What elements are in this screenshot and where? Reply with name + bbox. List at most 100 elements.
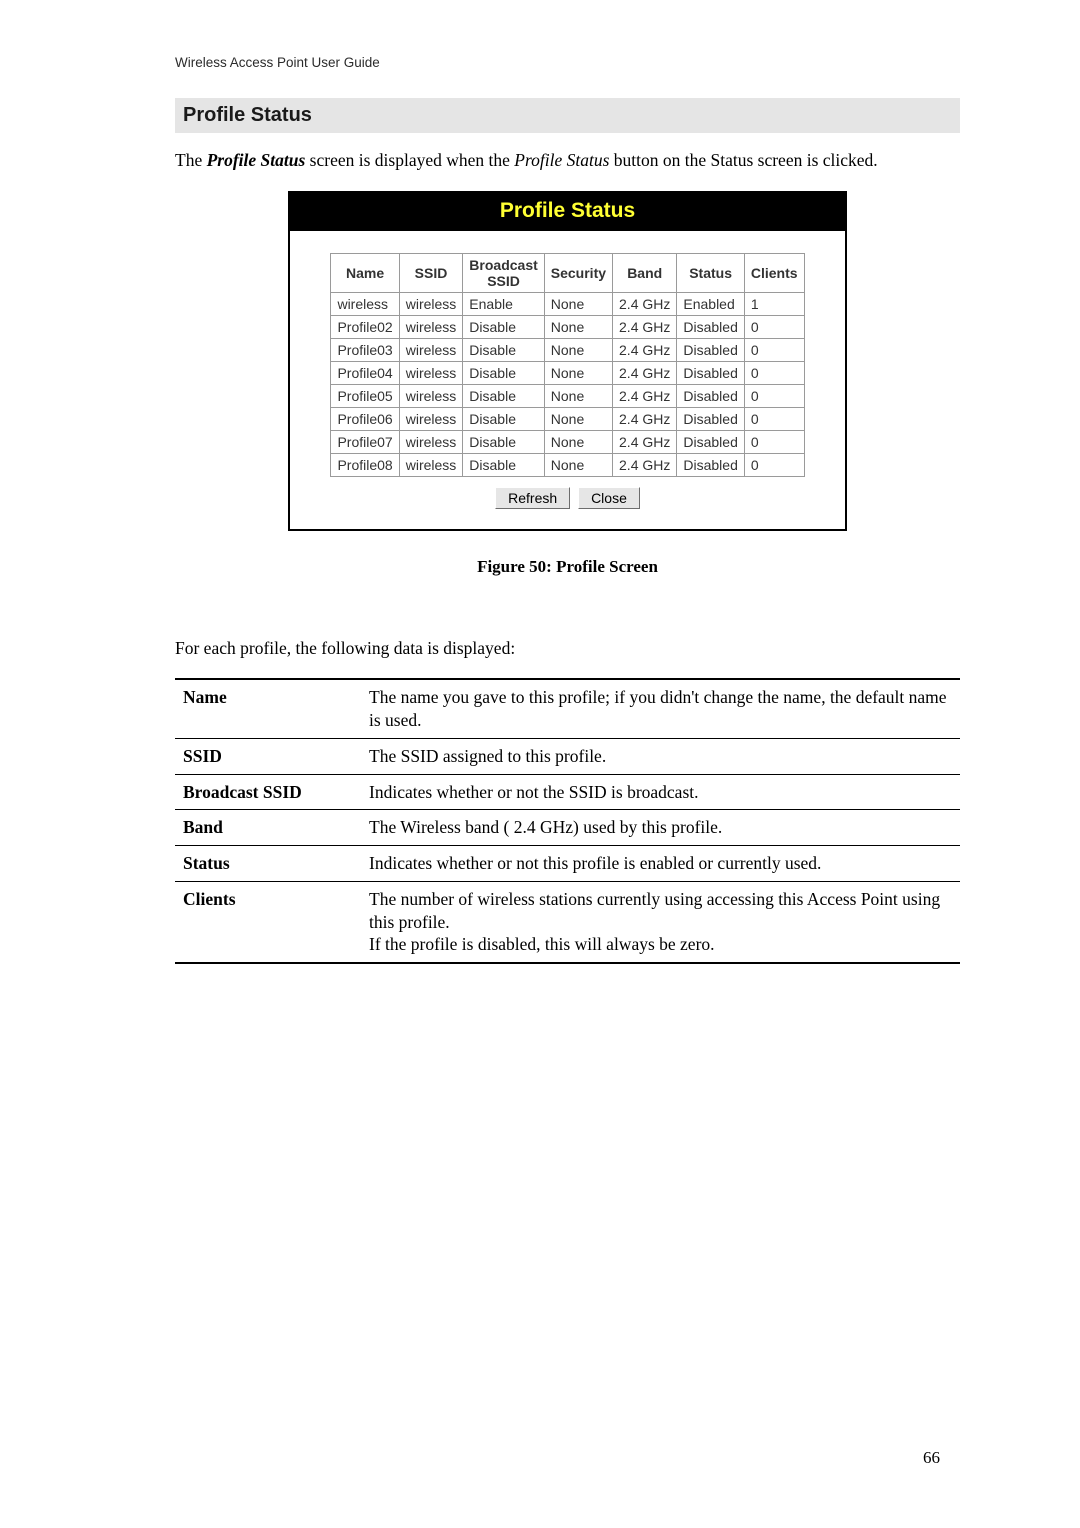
table-cell: 2.4 GHz [613,430,677,453]
table-cell: Enable [463,292,544,315]
running-header: Wireless Access Point User Guide [175,55,960,70]
table-cell: 2.4 GHz [613,361,677,384]
table-cell: None [544,315,612,338]
definition-row: NameThe name you gave to this profile; i… [175,679,960,738]
table-cell: None [544,361,612,384]
table-cell: 2.4 GHz [613,315,677,338]
table-row: Profile08wirelessDisableNone2.4 GHzDisab… [331,453,804,476]
col-name: Name [331,253,399,292]
intro-text: The [175,150,207,170]
table-row: Profile02wirelessDisableNone2.4 GHzDisab… [331,315,804,338]
col-band: Band [613,253,677,292]
definition-row: BandThe Wireless band ( 2.4 GHz) used by… [175,810,960,846]
table-cell: 2.4 GHz [613,453,677,476]
table-cell: 2.4 GHz [613,338,677,361]
table-cell: 0 [744,384,804,407]
definition-text: The SSID assigned to this profile. [361,738,960,774]
table-cell: Disable [463,361,544,384]
intro-text: button on the Status screen is clicked. [609,150,877,170]
table-cell: Profile02 [331,315,399,338]
col-ssid: SSID [399,253,463,292]
table-cell: Profile04 [331,361,399,384]
definition-text: Indicates whether or not the SSID is bro… [361,774,960,810]
table-cell: Disabled [677,430,744,453]
table-cell: 2.4 GHz [613,384,677,407]
table-cell: Profile05 [331,384,399,407]
table-cell: None [544,453,612,476]
table-cell: 2.4 GHz [613,292,677,315]
definition-text: Indicates whether or not this profile is… [361,846,960,882]
table-cell: Disable [463,384,544,407]
table-cell: wireless [399,407,463,430]
intro-text: screen is displayed when the [305,150,514,170]
table-cell: Profile08 [331,453,399,476]
table-cell: None [544,384,612,407]
figure-caption: Figure 50: Profile Screen [175,557,960,577]
definition-row: SSIDThe SSID assigned to this profile. [175,738,960,774]
col-broadcast-label: BroadcastSSID [469,257,537,289]
table-cell: Profile03 [331,338,399,361]
col-status: Status [677,253,744,292]
table-cell: 0 [744,361,804,384]
table-cell: 1 [744,292,804,315]
table-cell: 2.4 GHz [613,407,677,430]
refresh-button[interactable]: Refresh [495,487,570,509]
table-cell: Disabled [677,338,744,361]
table-cell: 0 [744,453,804,476]
definition-term: Broadcast SSID [175,774,361,810]
definition-term: Band [175,810,361,846]
definitions-tbody: NameThe name you gave to this profile; i… [175,679,960,963]
definitions-table: NameThe name you gave to this profile; i… [175,678,960,964]
close-button[interactable]: Close [578,487,640,509]
table-cell: Disabled [677,384,744,407]
definition-term: Clients [175,881,361,963]
page-number: 66 [923,1448,940,1468]
intro-emph-1: Profile Status [207,150,306,170]
section-heading: Profile Status [175,98,960,133]
definition-text: The name you gave to this profile; if yo… [361,679,960,738]
definition-term: Name [175,679,361,738]
table-cell: Disabled [677,453,744,476]
table-cell: 0 [744,338,804,361]
table-cell: Disabled [677,361,744,384]
table-cell: None [544,292,612,315]
table-cell: wireless [399,315,463,338]
table-row: Profile06wirelessDisableNone2.4 GHzDisab… [331,407,804,430]
table-cell: wireless [331,292,399,315]
table-row: Profile05wirelessDisableNone2.4 GHzDisab… [331,384,804,407]
profile-status-screenshot: Profile Status Name SSID BroadcastSSID S… [288,191,847,531]
table-cell: wireless [399,384,463,407]
screenshot-button-row: Refresh Close [306,487,829,509]
table-cell: Profile06 [331,407,399,430]
table-row: Profile03wirelessDisableNone2.4 GHzDisab… [331,338,804,361]
col-broadcast: BroadcastSSID [463,253,544,292]
table-cell: Profile07 [331,430,399,453]
table-cell: 0 [744,315,804,338]
definition-text: The Wireless band ( 2.4 GHz) used by thi… [361,810,960,846]
table-row: Profile04wirelessDisableNone2.4 GHzDisab… [331,361,804,384]
profile-status-table: Name SSID BroadcastSSID Security Band St… [330,253,804,477]
definition-row: ClientsThe number of wireless stations c… [175,881,960,963]
definition-term: SSID [175,738,361,774]
table-header-row: Name SSID BroadcastSSID Security Band St… [331,253,804,292]
table-cell: Disabled [677,315,744,338]
table-cell: wireless [399,338,463,361]
table-cell: Disabled [677,407,744,430]
screenshot-titlebar: Profile Status [290,193,845,231]
table-cell: wireless [399,361,463,384]
definition-row: StatusIndicates whether or not this prof… [175,846,960,882]
table-cell: Disable [463,407,544,430]
table-row: wirelesswirelessEnableNone2.4 GHzEnabled… [331,292,804,315]
table-cell: wireless [399,292,463,315]
table-cell: Disable [463,315,544,338]
table-cell: Disable [463,338,544,361]
profile-status-tbody: wirelesswirelessEnableNone2.4 GHzEnabled… [331,292,804,476]
table-cell: 0 [744,430,804,453]
table-cell: wireless [399,453,463,476]
table-cell: Disable [463,453,544,476]
table-row: Profile07wirelessDisableNone2.4 GHzDisab… [331,430,804,453]
col-security: Security [544,253,612,292]
intro-emph-2: Profile Status [514,150,609,170]
table-cell: None [544,338,612,361]
definition-text: The number of wireless stations currentl… [361,881,960,963]
